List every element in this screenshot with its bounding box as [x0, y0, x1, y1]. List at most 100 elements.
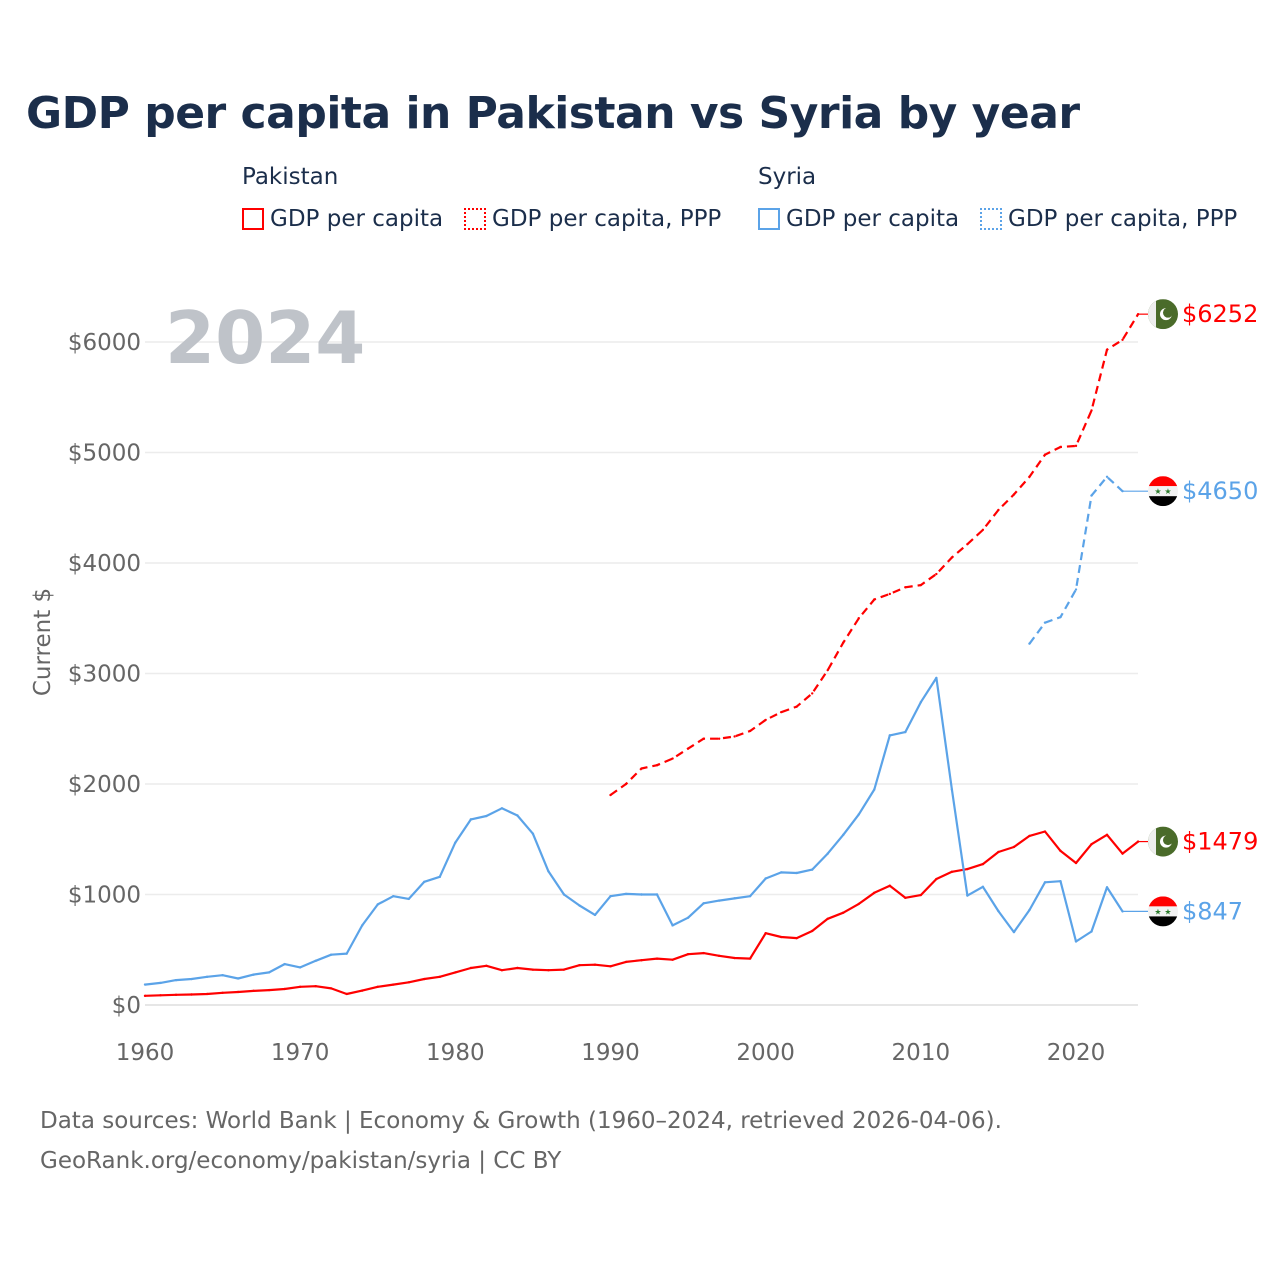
data-point: [1074, 588, 1078, 591]
data-point: [345, 992, 348, 996]
data-point: [888, 884, 891, 887]
data-point: [361, 924, 364, 927]
y-tick-label: $4000: [68, 551, 141, 577]
syria-flag-icon: ★ ★: [1148, 476, 1178, 507]
data-point: [469, 818, 473, 821]
data-point: [997, 508, 1000, 512]
data-point: [267, 988, 271, 992]
data-point: [531, 832, 535, 835]
data-point: [392, 983, 395, 986]
data-point: [345, 952, 348, 955]
data-point: [531, 968, 535, 971]
legend-item-syria-gdp[interactable]: GDP per capita: [758, 206, 959, 232]
data-point: [283, 987, 286, 991]
data-point: [547, 870, 550, 873]
legend-item-syria-ppp[interactable]: GDP per capita, PPP: [980, 206, 1237, 232]
footer-credit[interactable]: GeoRank.org/economy/pakistan/syria | CC …: [40, 1148, 562, 1174]
data-point: [267, 971, 271, 974]
data-point: [702, 951, 705, 955]
data-point: [547, 968, 550, 972]
data-point: [330, 987, 333, 990]
data-point: [795, 936, 798, 940]
data-point: [314, 959, 317, 962]
data-point: [1105, 348, 1109, 351]
data-point: [1121, 852, 1124, 855]
data-point: [423, 977, 426, 981]
data-point: [1105, 886, 1109, 889]
end-value-label: $847: [1182, 897, 1243, 925]
data-point: [950, 788, 954, 791]
data-point: [1012, 930, 1016, 934]
data-point: [221, 991, 224, 995]
data-point: [252, 973, 255, 976]
data-point: [516, 814, 519, 817]
series-line-syria-gdp-per-capita: [144, 676, 1124, 986]
data-point: [593, 913, 597, 917]
data-point: [516, 966, 519, 970]
data-point: [686, 952, 690, 956]
data-point: [1074, 444, 1078, 448]
data-point: [888, 592, 891, 596]
data-point: [1059, 615, 1062, 619]
end-value-label: $6252: [1182, 300, 1258, 328]
data-point: [1090, 494, 1093, 497]
data-point: [686, 747, 690, 750]
data-point: [655, 957, 659, 960]
data-point: [283, 962, 286, 966]
data-point: [469, 966, 473, 970]
data-point: [857, 617, 860, 620]
data-point: [842, 641, 845, 644]
data-point: [578, 904, 581, 907]
data-point: [1121, 338, 1124, 341]
legend-group-syria: Syria: [758, 164, 817, 190]
data-point: [764, 931, 767, 935]
legend-swatch: [758, 208, 780, 230]
data-point: [904, 896, 907, 900]
data-point: [236, 990, 240, 994]
data-point: [562, 968, 566, 971]
data-point: [1028, 642, 1031, 645]
data-point: [624, 782, 628, 786]
end-value-label: $4650: [1182, 477, 1258, 505]
y-axis-label: Current $: [30, 588, 56, 696]
x-tick-label: 1980: [426, 1040, 485, 1066]
data-point: [454, 971, 457, 974]
data-point: [811, 868, 814, 871]
data-point: [981, 885, 985, 888]
data-point: [593, 963, 597, 966]
data-point: [671, 958, 674, 961]
data-point: [733, 897, 736, 900]
data-point: [919, 583, 923, 587]
legend-item-pakistan-gdp[interactable]: GDP per capita: [242, 206, 443, 232]
data-point: [1059, 849, 1062, 853]
chart-title: GDP per capita in Pakistan vs Syria by y…: [26, 88, 1080, 139]
data-point: [919, 893, 923, 897]
data-point: [640, 767, 643, 770]
x-tick-label: 2010: [892, 1040, 951, 1066]
data-point: [159, 981, 162, 985]
data-point: [624, 892, 628, 896]
data-point: [950, 870, 954, 874]
footer-sources: Data sources: World Bank | Economy & Gro…: [40, 1108, 1002, 1134]
data-point: [143, 994, 147, 998]
data-point: [811, 929, 814, 933]
data-point: [205, 975, 209, 979]
legend-item-pakistan-ppp[interactable]: GDP per capita, PPP: [464, 206, 721, 232]
data-point: [376, 985, 379, 988]
data-point: [873, 891, 876, 895]
svg-text:★: ★: [1164, 487, 1171, 496]
data-point: [407, 981, 410, 984]
data-point: [236, 977, 240, 980]
data-point: [981, 862, 985, 866]
syria-flag-icon: ★ ★: [1148, 896, 1178, 927]
data-point: [174, 978, 178, 982]
data-point: [407, 897, 410, 901]
data-point: [1043, 881, 1047, 884]
legend-group-pakistan: Pakistan: [242, 164, 339, 190]
data-point: [1059, 880, 1062, 883]
data-point: [717, 737, 721, 740]
data-point: [733, 956, 736, 960]
data-point: [143, 983, 147, 986]
legend-label: GDP per capita: [786, 206, 960, 232]
